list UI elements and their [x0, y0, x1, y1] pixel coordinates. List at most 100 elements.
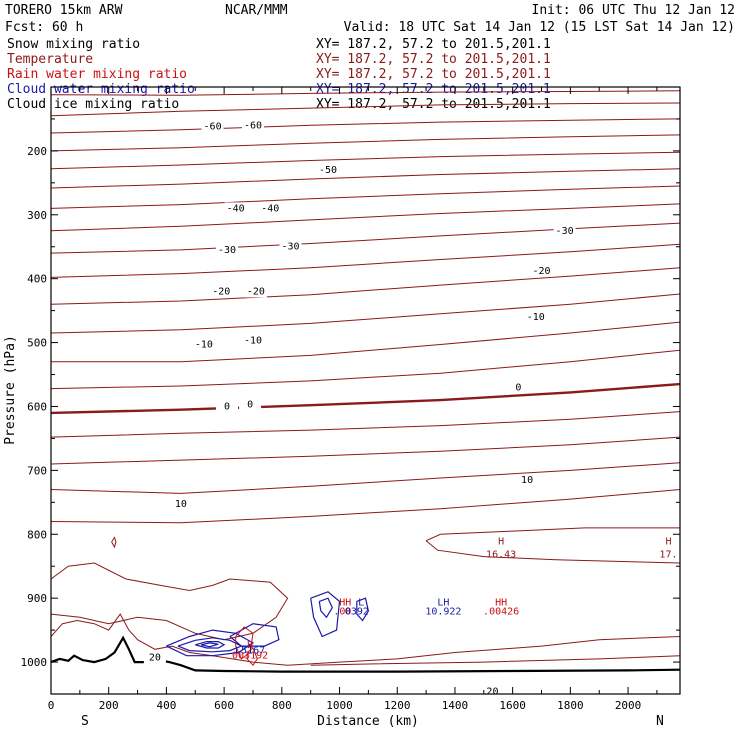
- extrema-label: LH: [437, 597, 449, 608]
- label-bg: [241, 119, 264, 132]
- isotherm: [51, 222, 680, 254]
- x-tick-label: 1000: [326, 699, 353, 712]
- isotherm: [51, 436, 680, 465]
- isotherm-label: -60: [244, 120, 262, 131]
- extrema-label: .00: [333, 606, 351, 617]
- x-tick-label: 600: [214, 699, 234, 712]
- isotherm: [51, 134, 680, 152]
- x-tick-label: 1800: [557, 699, 584, 712]
- isotherm: [51, 293, 680, 334]
- y-tick-label: 1000: [21, 656, 48, 669]
- extrema-label: H: [247, 640, 253, 651]
- legend-entry-name: Temperature: [7, 52, 93, 67]
- isotherm-label: -60: [204, 122, 222, 133]
- isotherm: [51, 243, 680, 278]
- y-tick-label: 800: [27, 528, 47, 541]
- y-tick-label: 500: [27, 337, 47, 350]
- low-level-isotherm: [51, 562, 289, 641]
- x-tick-label: 400: [156, 699, 176, 712]
- extrema-label: H: [498, 537, 504, 548]
- legend-entry-xy: XY= 187.2, 57.2 to 201.5,201.1: [316, 37, 551, 52]
- label-bg: [210, 285, 233, 298]
- extrema-label: HH: [339, 597, 351, 608]
- y-tick-label: 400: [27, 273, 47, 286]
- legend-entry-name: Cloud water mixing ratio: [7, 82, 195, 97]
- label-bg: [316, 164, 339, 177]
- cloud-water-contour: [356, 597, 370, 622]
- isotherm-label: 10: [175, 499, 187, 510]
- label-bg: [244, 285, 267, 298]
- small-closed-contour: [111, 536, 117, 549]
- label-bg: [201, 120, 224, 133]
- isotherm-label: -30: [556, 226, 574, 237]
- forecast-hour: Fcst: 60 h: [5, 20, 83, 35]
- isotherm: [51, 90, 680, 96]
- isotherm-label: 0: [247, 400, 253, 411]
- label-bg: [224, 202, 247, 215]
- model-title: TORERO 15km ARW: [5, 3, 123, 18]
- label-bg: [524, 311, 547, 324]
- x-tick-label: 1200: [384, 699, 411, 712]
- label-bg: [507, 381, 530, 394]
- x-tick-label: 1600: [499, 699, 526, 712]
- isotherm-label: -30: [218, 245, 236, 256]
- y-tick-label: 700: [27, 464, 47, 477]
- isotherm: [51, 321, 680, 363]
- low-level-isotherm: [51, 613, 680, 666]
- low-level-isotherm: [425, 540, 680, 564]
- label-bg: [241, 334, 264, 347]
- cloud-water-contour: [318, 597, 333, 619]
- isotherm-label: -50: [319, 165, 337, 176]
- isotherm: [51, 267, 680, 305]
- x-tick-label: 1400: [442, 699, 469, 712]
- label-bg: [143, 651, 166, 664]
- legend-entry-xy: XY= 187.2, 57.2 to 201.5,201.1: [316, 67, 551, 82]
- isotherm-label: 0: [515, 382, 521, 393]
- isotherm: [51, 349, 680, 390]
- y-axis-label: Pressure (hPa): [3, 335, 18, 445]
- legend: Snow mixing ratio XY= 187.2, 57.2 to 201.…: [7, 37, 551, 112]
- x-tick-label: 0: [48, 699, 55, 712]
- isotherm-label: 20: [486, 686, 498, 697]
- cloud-water-contour: [166, 629, 255, 657]
- extrema-label: .00426: [483, 606, 519, 617]
- north-end-label: N: [656, 714, 664, 729]
- cloud-water-contour: [229, 623, 280, 647]
- x-tick-label: 200: [99, 699, 119, 712]
- isotherm: [51, 489, 680, 524]
- x-tick-label: 2000: [615, 699, 642, 712]
- extrema-label: 0392: [345, 606, 369, 617]
- label-bg: [530, 265, 553, 278]
- isotherm: [51, 118, 680, 134]
- isotherm: [51, 462, 680, 494]
- label-bg: [239, 398, 262, 411]
- plot-frame: [50, 86, 681, 695]
- extrema-label: HH: [495, 597, 507, 608]
- south-end-label: S: [81, 714, 89, 729]
- cloud-water-contour: [310, 591, 341, 638]
- center-title: NCAR/MMM: [225, 3, 288, 18]
- rain-water-contour: [235, 626, 254, 660]
- rain-water-contour: [246, 647, 258, 667]
- isotherm-label: -10: [195, 339, 213, 350]
- y-tick-label: 300: [27, 209, 47, 222]
- extrema-label: 10.922: [425, 606, 461, 617]
- isotherm: [51, 382, 680, 415]
- label-bg: [279, 240, 302, 253]
- axes: 0 200 400 600 800 1000 1200 1400 1600 1800 2000200…: [21, 87, 680, 712]
- legend-entry-xy: XY= 187.2, 57.2 to 201.5,201.1: [316, 52, 551, 67]
- label-bg: [216, 243, 239, 256]
- isotherm-label: 0: [224, 401, 230, 412]
- valid-time: Valid: 18 UTC Sat 14 Jan 12 (15 LST Sat …: [344, 20, 735, 35]
- isotherm: [51, 411, 680, 438]
- label-bg: [259, 202, 282, 215]
- isotherm: [51, 168, 680, 189]
- x-tick-label: 800: [272, 699, 292, 712]
- cloud-water-contour: [200, 642, 219, 648]
- extrema-label: 16.43: [486, 549, 516, 560]
- low-level-isotherm: [425, 527, 680, 542]
- extrema-label: 17.: [659, 549, 677, 560]
- y-tick-label: 600: [27, 400, 47, 413]
- y-tick-label: 900: [27, 592, 47, 605]
